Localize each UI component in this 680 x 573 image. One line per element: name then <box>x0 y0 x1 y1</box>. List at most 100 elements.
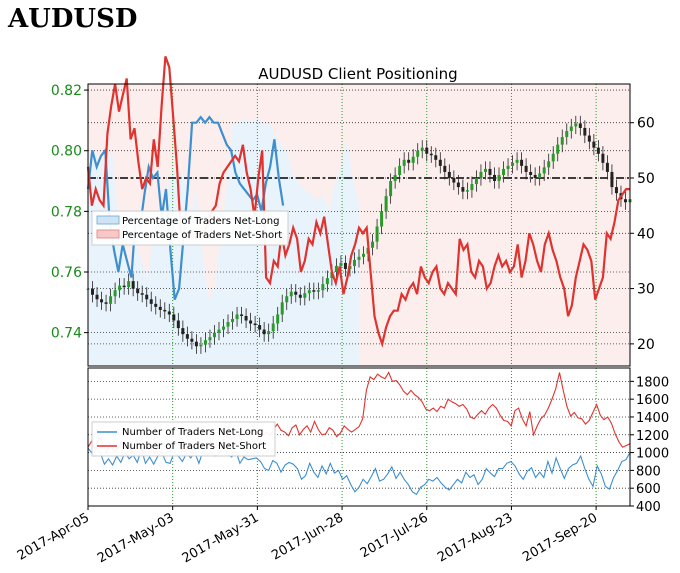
price-candle <box>420 147 424 151</box>
price-candle <box>312 290 316 292</box>
price-candle <box>267 331 271 335</box>
count-tick-label: 400 <box>636 500 661 515</box>
price-candle <box>447 171 451 178</box>
price-candle <box>244 315 248 321</box>
legend-box <box>91 421 276 457</box>
price-candle <box>154 303 158 307</box>
price-candle <box>280 302 284 315</box>
price-candle <box>483 168 487 172</box>
price-candle <box>276 314 280 324</box>
price-candle <box>425 147 429 154</box>
price-candle <box>303 293 307 298</box>
price-candle <box>574 123 578 127</box>
price-candle <box>380 211 384 227</box>
price-candle <box>407 159 411 163</box>
price-candle <box>596 147 600 154</box>
top-panel-series <box>86 56 632 354</box>
legend-label: Percentage of Traders Net-Long <box>122 216 280 227</box>
price-candle <box>127 281 131 288</box>
count-tick-label: 1400 <box>636 411 669 426</box>
bottom-panel-frame <box>87 367 631 507</box>
price-candle <box>610 171 614 188</box>
legend-box <box>91 210 289 246</box>
price-candle <box>605 162 609 172</box>
price-candle <box>493 174 496 182</box>
price-candle <box>136 288 140 294</box>
price-candle <box>249 320 253 324</box>
price-candle <box>140 293 144 295</box>
price-candle <box>294 291 298 295</box>
price-candle <box>104 302 108 304</box>
price-candle <box>163 309 167 312</box>
price-candle <box>109 296 113 304</box>
price-candle <box>565 131 569 138</box>
price-candle <box>389 181 393 197</box>
price-candle <box>497 174 501 182</box>
price-candle <box>217 329 221 333</box>
price-candle <box>583 127 587 136</box>
price-tick-label: 0.78 <box>51 204 82 220</box>
price-candle <box>542 167 546 174</box>
price-candle <box>113 290 117 297</box>
price-candle <box>434 155 438 160</box>
price-candle <box>222 326 225 330</box>
price-candle <box>569 126 573 131</box>
price-candle <box>515 159 519 163</box>
count-tick-label: 1600 <box>636 393 669 408</box>
price-tick-label: 0.76 <box>51 265 82 281</box>
price-candle <box>488 168 492 175</box>
price-candle <box>181 328 185 335</box>
price-candle <box>271 323 275 332</box>
x-tick-label: 2017-Jul-26 <box>358 510 431 561</box>
price-candle <box>235 314 239 319</box>
price-candle <box>298 294 302 298</box>
price-candle <box>231 319 235 323</box>
price-candle <box>226 322 230 327</box>
price-candle <box>474 178 478 185</box>
price-candle <box>520 159 524 166</box>
price-candle <box>172 314 176 321</box>
price-candle <box>199 344 203 347</box>
price-candle <box>578 123 582 128</box>
price-candle <box>325 278 329 285</box>
price-candle <box>452 178 456 183</box>
legend-label: Number of Traders Net-Long <box>122 427 263 438</box>
bottom-panel-axes: 1800 1600 1400 1200 1000 800 600 400 <box>87 367 669 515</box>
price-candle <box>321 284 325 291</box>
net-short-line <box>86 56 630 348</box>
pct-tick-label: 60 <box>637 116 655 132</box>
price-candle <box>479 171 483 178</box>
legend-swatch <box>96 229 120 239</box>
price-candle <box>334 265 338 272</box>
price-candle <box>384 196 388 212</box>
x-tick-label: 2017-May-31 <box>180 510 262 566</box>
price-candle <box>470 184 474 191</box>
x-axis-labels: 2017-Apr-05 2017-May-03 2017-May-31 2017-Ju… <box>15 506 600 566</box>
price-candle <box>614 187 618 194</box>
count-tick-label: 1000 <box>636 447 669 462</box>
x-tick-label: 2017-Sep-20 <box>520 510 600 565</box>
price-candle <box>185 334 189 339</box>
price-candle <box>343 262 347 269</box>
price-candle <box>285 296 289 303</box>
price-candle <box>443 165 447 172</box>
top-panel-axes: 0.82 0.80 0.78 0.76 0.74 60 50 40 30 20 <box>51 83 655 367</box>
price-candle <box>416 150 420 157</box>
price-candle <box>411 156 415 163</box>
price-candle <box>456 182 460 188</box>
pct-tick-label: 40 <box>637 226 655 242</box>
price-candle <box>190 338 194 342</box>
price-tick-label: 0.74 <box>51 326 82 342</box>
count-tick-label: 600 <box>636 482 661 497</box>
top-panel-frame <box>87 83 631 367</box>
price-candle <box>203 340 207 345</box>
price-candle <box>592 141 596 148</box>
chart-title: AUDUSD Client Positioning <box>258 65 457 83</box>
price-candle <box>100 299 104 303</box>
price-tick-label: 0.80 <box>51 144 82 160</box>
price-candle <box>167 311 171 315</box>
price-candle <box>560 137 564 145</box>
price-candle <box>398 165 402 175</box>
price-candle <box>547 161 551 168</box>
